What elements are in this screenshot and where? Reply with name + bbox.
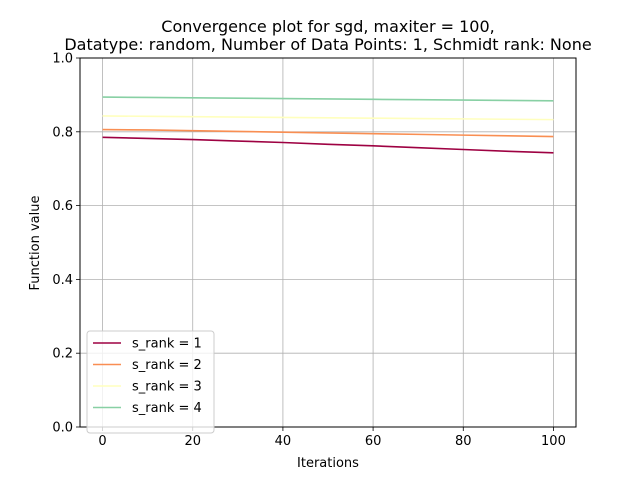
y-tick-label: 0.8 [52,125,73,140]
legend-label: s_rank = 3 [132,380,202,395]
y-axis-label: Function value [28,196,43,291]
x-tick-label: 40 [275,434,292,449]
y-tick-label: 0.0 [52,421,73,436]
y-tick-label: 0.4 [52,273,73,288]
x-axis-label: Iterations [297,456,359,471]
series-line-s-rank-2 [102,128,554,138]
chart-title-line-2: Datatype: random, Number of Data Points:… [64,35,591,54]
axis-ticks: 0 20 40 60 80 100 0.0 0.2 0.4 0.6 0.8 1.0 [52,52,566,450]
y-tick-label: 0.2 [52,347,73,362]
legend-label: s_rank = 4 [132,401,202,416]
x-tick-label: 80 [455,434,472,449]
legend-label: s_rank = 1 [132,337,202,352]
x-tick-label: 20 [184,434,201,449]
x-tick-label: 0 [98,434,106,449]
legend-label: s_rank = 2 [132,358,202,373]
series-line-s-rank-1 [102,136,554,154]
chart-title-line-1: Convergence plot for sgd, maxiter = 100, [161,17,494,36]
y-tick-label: 1.0 [52,52,73,67]
x-tick-label: 100 [541,434,566,449]
y-tick-label: 0.6 [52,199,73,214]
plot-lines [102,96,554,154]
x-tick-label: 60 [365,434,382,449]
axes-frame [79,57,577,428]
series-line-s-rank-4 [102,96,554,102]
series-line-s-rank-3 [102,115,554,121]
legend: s_rank = 1 s_rank = 2 s_rank = 3 s_rank = 4 [86,330,215,434]
